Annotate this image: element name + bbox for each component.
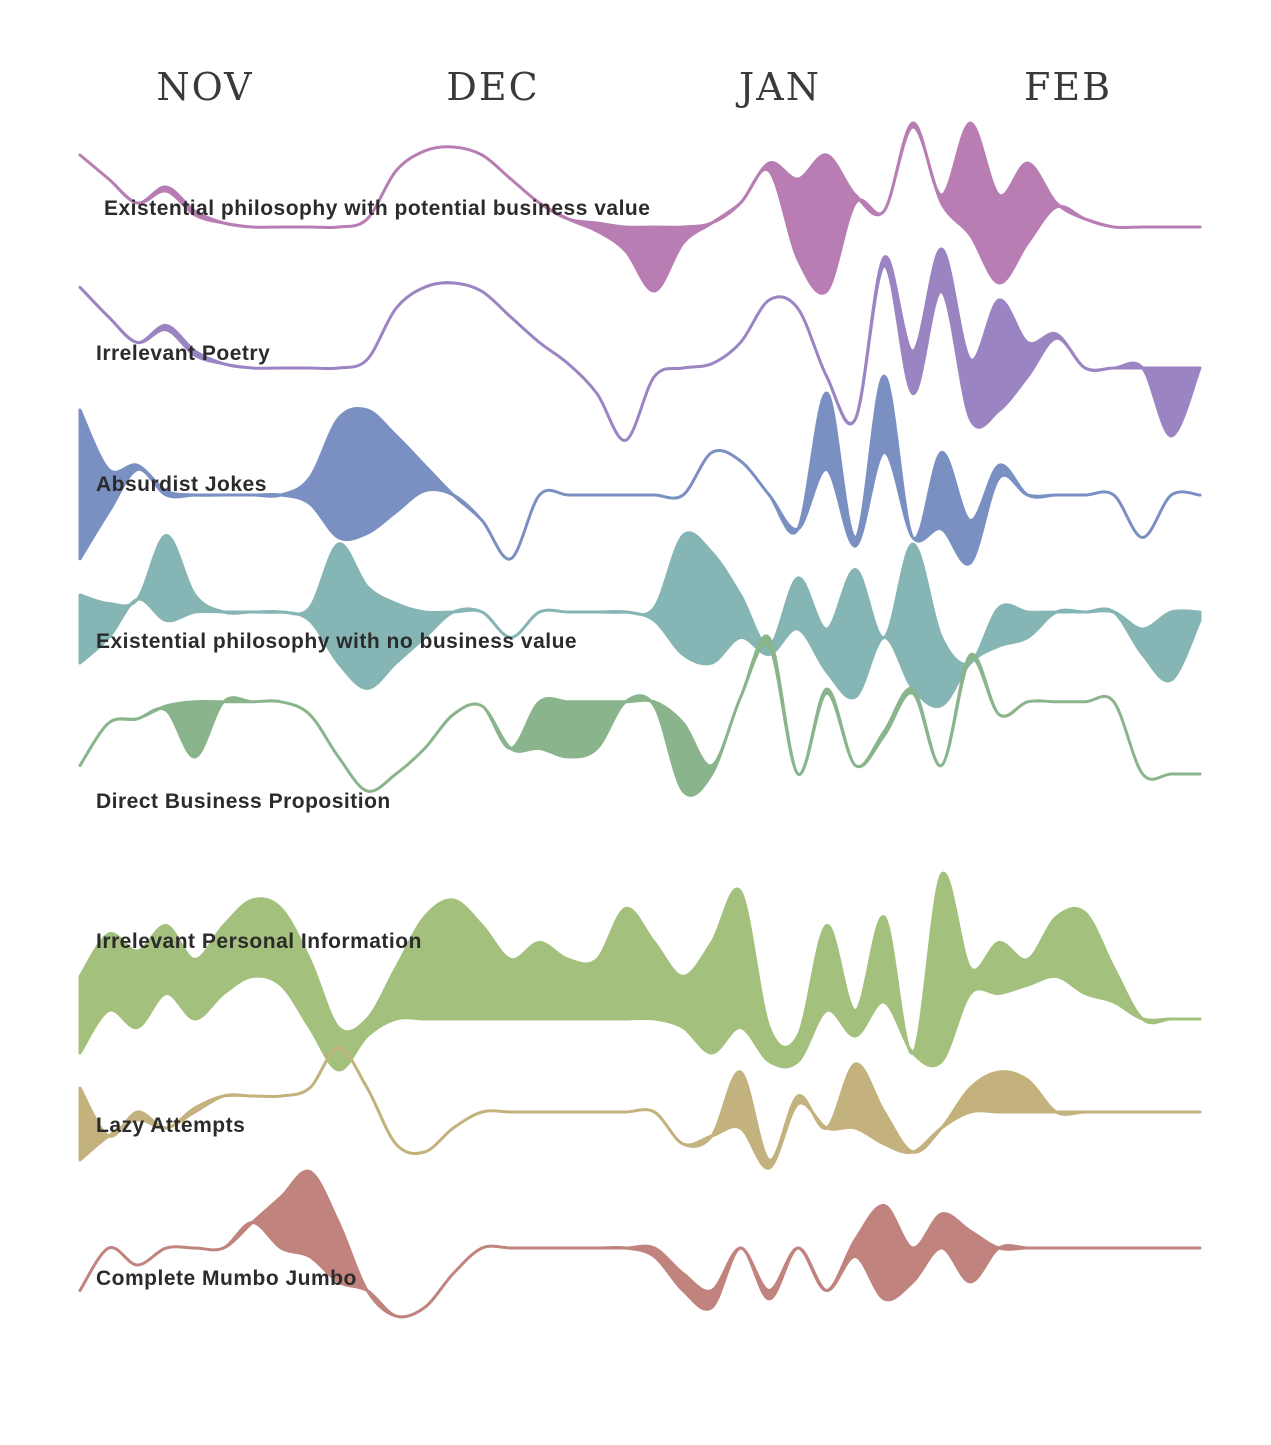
month-label-jan: JAN [735, 65, 821, 109]
stream-2 [78, 247, 1202, 442]
stream-5 [78, 634, 1202, 797]
stream-7 [78, 1046, 1202, 1170]
series-label-4: Direct Business Proposition [96, 790, 391, 813]
series-label-1: Irrelevant Poetry [96, 342, 270, 365]
series-label-3: Existential philosophy with no business … [96, 630, 577, 653]
series-label-6: Lazy Attempts [96, 1114, 245, 1137]
series-label-0: Existential philosophy with potential bu… [104, 197, 650, 220]
month-axis: NOV DEC JAN FEB [156, 65, 1112, 109]
series-label-7: Complete Mumbo Jumbo [96, 1267, 357, 1290]
stream-4 [78, 531, 1202, 708]
stream-layers [78, 121, 1202, 1319]
stream-8 [78, 1169, 1202, 1319]
stream-1 [78, 121, 1202, 295]
month-label-feb: FEB [1024, 65, 1112, 109]
series-labels: Existential philosophy with potential bu… [96, 197, 650, 1290]
series-label-2: Absurdist Jokes [96, 473, 267, 496]
stream-3 [78, 374, 1202, 566]
month-label-nov: NOV [156, 65, 253, 109]
month-label-dec: DEC [446, 65, 539, 109]
stream-6 [78, 871, 1202, 1072]
series-label-5: Irrelevant Personal Information [96, 930, 422, 953]
